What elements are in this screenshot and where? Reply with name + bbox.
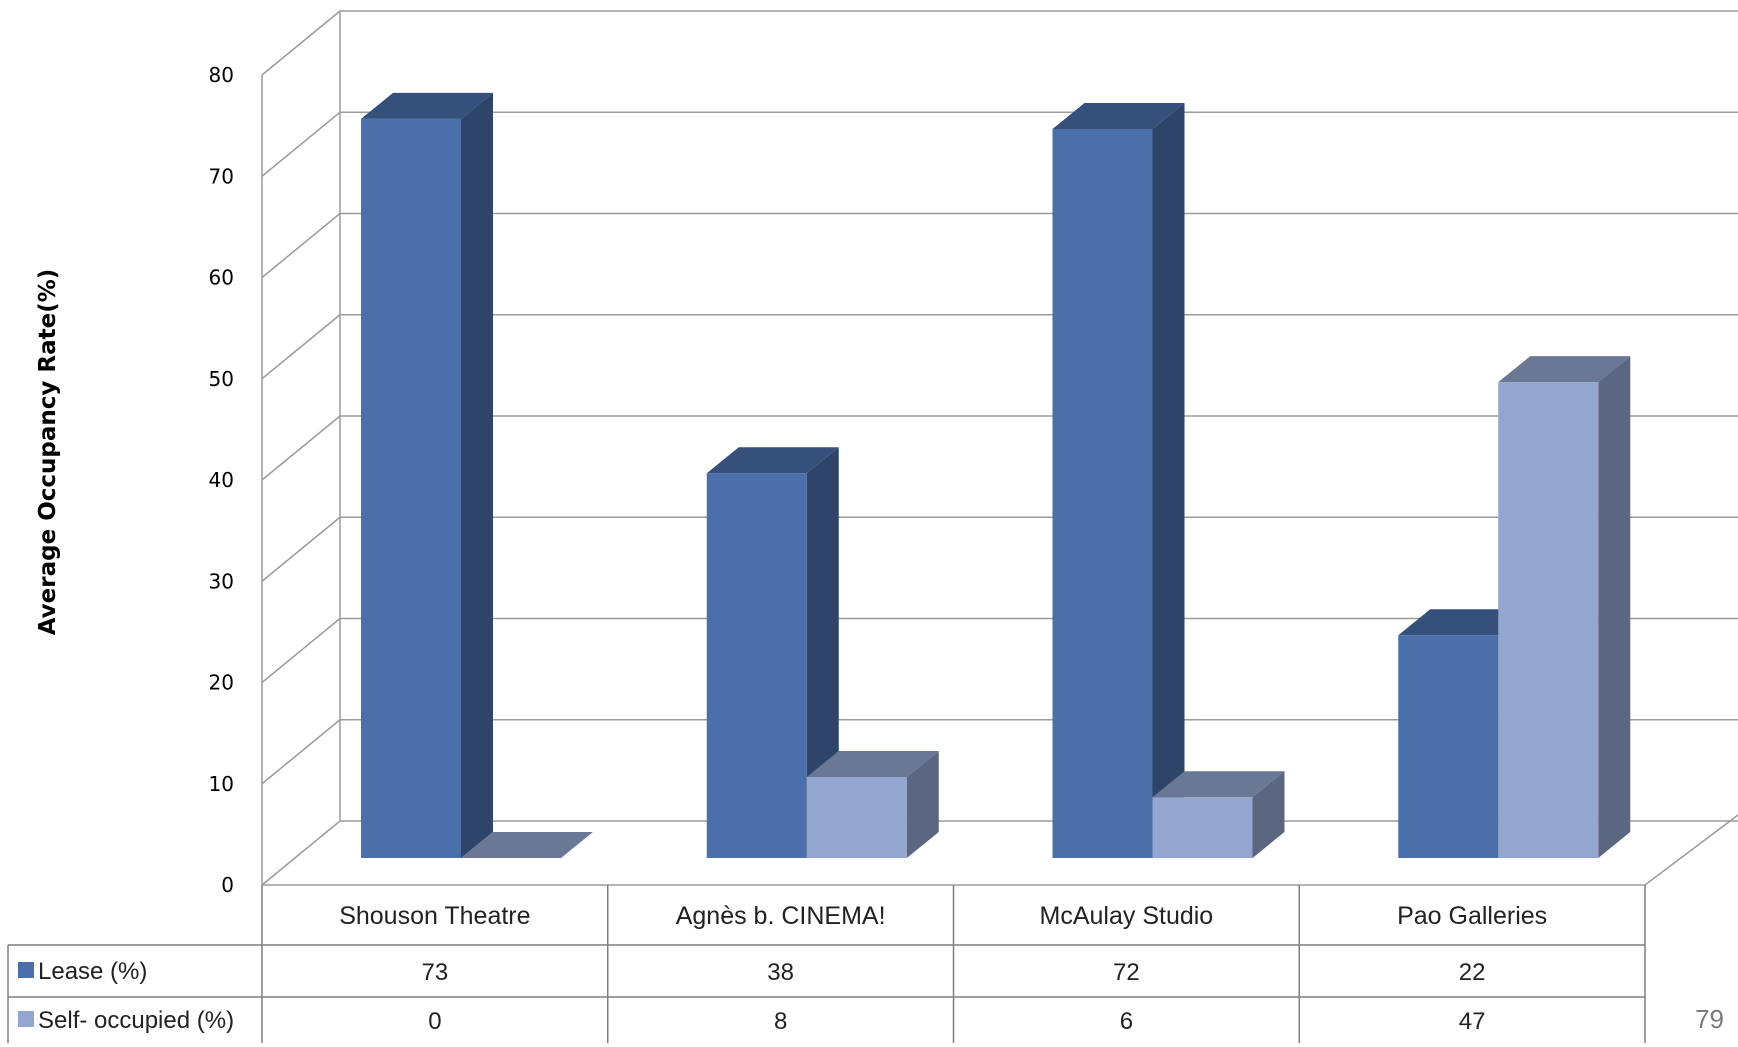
bar-front [361,118,461,858]
bar-side [461,92,493,858]
y-tick-label: 40 [209,468,234,492]
x-tick-label: McAulay Studio [1040,902,1214,930]
side-wall-line [261,820,341,886]
bar-front [1398,635,1499,858]
side-wall-line [261,415,341,481]
side-wall-line [261,10,341,76]
bar-top [1152,771,1285,798]
side-wall-line [261,719,341,785]
legend-swatch [18,1011,34,1027]
x-tick-label: Agnès b. CINEMA! [676,902,886,930]
bar-front [806,777,907,858]
side-wall-line [261,617,341,684]
y-tick-label: 70 [209,164,234,188]
side-wall-line [261,314,341,380]
data-table-value: 73 [422,959,449,986]
bar-top [461,832,593,858]
bar-front [1498,382,1599,858]
data-table-value: 47 [1459,1008,1486,1035]
bar-top [806,751,939,777]
bar-side [806,447,839,858]
bar-front [1052,129,1153,858]
x-tick-label: Pao Galleries [1397,902,1547,930]
y-tick-label: 50 [209,367,234,391]
bar-top [1498,356,1631,383]
y-tick-label: 60 [209,266,234,290]
bar-side [1252,771,1285,858]
y-tick-label: 0 [221,873,234,897]
side-wall-line [261,212,341,279]
bar-top [1398,609,1531,636]
floor-right-edge [1644,814,1738,886]
legend-label: Self- occupied (%) [38,1007,234,1034]
y-tick-label: 30 [209,569,234,593]
side-wall-line [261,516,341,582]
bar-front [706,473,807,858]
bar-side [1152,103,1185,858]
x-tick-label: Shouson Theatre [339,902,530,930]
data-table-value: 6 [1120,1008,1133,1035]
data-table-value: 0 [428,1008,441,1035]
data-table-value: 72 [1113,959,1140,986]
side-wall-line [261,111,341,177]
legend-label: Lease (%) [38,958,147,985]
data-table-value: 22 [1459,959,1486,986]
data-table-value: 38 [767,959,794,986]
y-tick-label: 10 [209,772,234,796]
bar-side [906,751,939,858]
y-axis-title: Average Occupancy Rate(%) [35,268,61,636]
bar-top [706,447,839,474]
page-number: 79 [1695,1004,1724,1034]
bar-top [1052,103,1185,129]
legend-swatch [18,962,34,978]
y-tick-label: 80 [209,63,234,87]
bar-side [1598,356,1631,858]
y-tick-label: 20 [209,671,234,695]
bar-top [361,92,493,119]
data-table-value: 8 [774,1008,787,1035]
bar-front [1152,797,1253,858]
